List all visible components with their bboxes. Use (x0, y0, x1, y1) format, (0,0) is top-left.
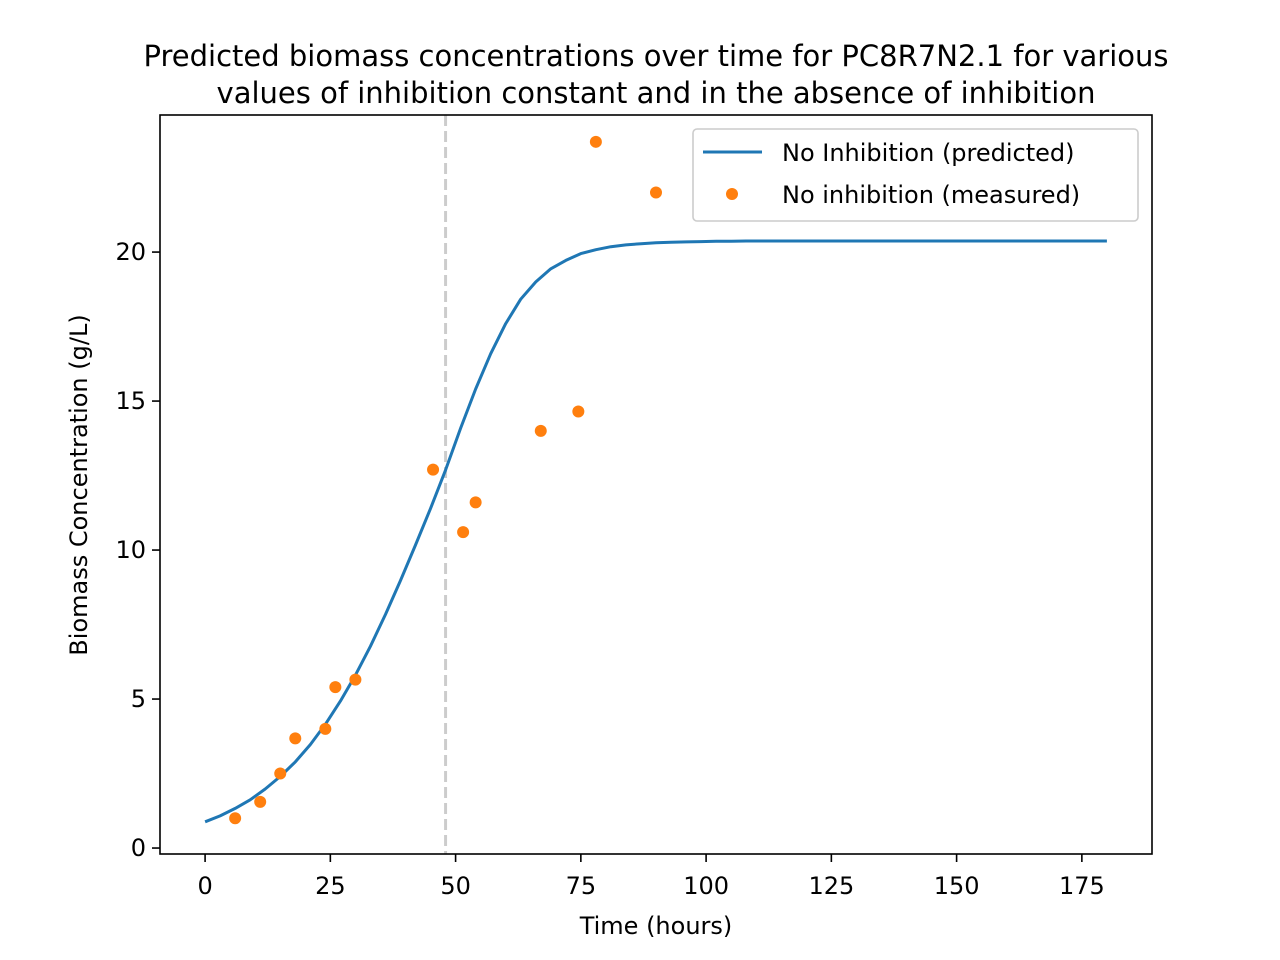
data-point-measured (289, 732, 302, 745)
chart-title-line-1: Predicted biomass concentrations over ti… (144, 39, 1169, 73)
y-tick-label: 0 (131, 834, 146, 862)
y-tick-label: 20 (115, 238, 146, 266)
x-tick-label: 125 (808, 872, 854, 900)
x-tick-label: 50 (440, 872, 471, 900)
data-point-measured (589, 135, 602, 148)
data-point-measured (329, 681, 342, 694)
data-point-measured (534, 424, 547, 437)
data-point-measured (254, 795, 267, 808)
x-tick-label: 100 (683, 872, 729, 900)
legend-label-measured: No inhibition (measured) (782, 181, 1080, 209)
legend-marker-swatch (726, 188, 738, 200)
y-tick-label: 5 (131, 685, 146, 713)
plot-frame (159, 114, 1153, 855)
data-point-measured (572, 405, 585, 418)
x-tick-label: 175 (1059, 872, 1105, 900)
x-tick-label: 0 (197, 872, 212, 900)
y-tick-label: 15 (115, 387, 146, 415)
legend-box (692, 128, 1139, 222)
x-tick-label: 150 (934, 872, 980, 900)
plot-area (204, 115, 1107, 854)
data-point-measured (274, 767, 287, 780)
axis-ticks: 0 25 50 75 100 125 150 175 0 5 10 15 20 (115, 238, 1104, 900)
data-point-measured (349, 673, 362, 686)
data-point-measured (229, 812, 242, 825)
data-point-measured (319, 722, 332, 735)
y-tick-label: 10 (115, 536, 146, 564)
x-axis-label: Time (hours) (579, 912, 733, 940)
x-tick-label: 75 (566, 872, 597, 900)
data-point-measured (457, 526, 470, 539)
data-point-measured (469, 496, 482, 509)
chart-title-line-2: values of inhibition constant and in the… (217, 76, 1096, 110)
y-axis-label: Biomass Concentration (g/L) (65, 314, 93, 655)
legend-label-predicted: No Inhibition (predicted) (782, 139, 1075, 167)
legend: No Inhibition (predicted) No inhibition … (692, 128, 1139, 222)
data-point-measured (427, 463, 440, 476)
data-point-measured (650, 186, 662, 199)
x-tick-label: 25 (315, 872, 346, 900)
